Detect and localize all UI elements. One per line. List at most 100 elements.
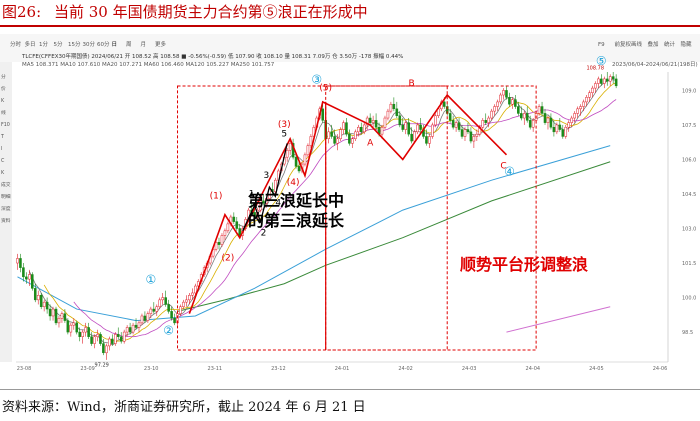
wave-label-11: B bbox=[409, 79, 415, 89]
candle-body bbox=[514, 99, 517, 107]
candle-body bbox=[185, 299, 188, 303]
candle-body bbox=[579, 106, 582, 110]
y-tick-7: 98.5 bbox=[682, 330, 693, 336]
candle-body bbox=[161, 297, 164, 301]
candle-body bbox=[543, 113, 547, 123]
elliott-wave-line bbox=[188, 93, 508, 314]
candle-body bbox=[93, 336, 96, 344]
candle-body bbox=[496, 101, 499, 107]
candle-body bbox=[220, 235, 224, 245]
bottom-rule bbox=[0, 389, 700, 390]
candle-body bbox=[214, 242, 218, 250]
period-tab-9: 月 bbox=[141, 41, 147, 48]
candle-body bbox=[576, 108, 579, 114]
candle-body bbox=[108, 338, 111, 347]
candle-body bbox=[368, 117, 372, 123]
third-wave-note-line2: 的第三浪延长 bbox=[248, 211, 345, 230]
candle-body bbox=[431, 124, 434, 137]
candle-body bbox=[235, 221, 239, 229]
candle-body bbox=[96, 334, 99, 337]
candle-body bbox=[386, 110, 390, 119]
ma250-line bbox=[506, 306, 611, 333]
period-tab-2: 1分 bbox=[39, 40, 48, 48]
candle-body bbox=[348, 133, 351, 144]
candle-body bbox=[116, 334, 120, 337]
period-tab-8: 周 bbox=[126, 41, 132, 48]
candle-body bbox=[253, 212, 256, 218]
candle-body bbox=[188, 295, 191, 301]
candle-body bbox=[567, 122, 571, 128]
left-tab-9: 成交 bbox=[1, 181, 11, 188]
candle-body bbox=[611, 76, 615, 80]
candle-body bbox=[395, 108, 399, 116]
candle-body bbox=[25, 276, 28, 280]
y-tick-5: 101.5 bbox=[682, 261, 696, 267]
candle-body bbox=[182, 301, 185, 308]
candle-body bbox=[122, 331, 126, 342]
candle-body bbox=[99, 334, 102, 344]
chart-container: 分时 多日 1分 5分 15分 30分 60分日周月更多 F9 前复权 画线 叠加 统计 隐藏 TLC… bbox=[0, 34, 700, 374]
candle-body bbox=[614, 78, 618, 87]
candle-body bbox=[469, 131, 473, 142]
candle-body bbox=[87, 327, 90, 337]
candle-body bbox=[558, 124, 562, 130]
candle-body bbox=[359, 126, 363, 133]
candle-body bbox=[416, 124, 419, 133]
candle-body bbox=[274, 179, 277, 192]
wave-label-8: 4 bbox=[275, 198, 281, 208]
candle-body bbox=[591, 87, 594, 93]
period-tab-1: 多日 bbox=[25, 40, 36, 48]
candle-body bbox=[602, 78, 606, 84]
candle-body bbox=[448, 113, 452, 121]
candle-body bbox=[487, 117, 490, 123]
candle-body bbox=[42, 301, 46, 308]
toolbar-item-0: F9 bbox=[598, 42, 605, 48]
left-tab-3: 线 bbox=[1, 109, 6, 116]
candle-body bbox=[413, 131, 416, 142]
candle-body bbox=[339, 129, 342, 139]
candle-body bbox=[345, 122, 348, 135]
candle-body bbox=[131, 324, 135, 333]
period-tab-3: 5分 bbox=[54, 40, 63, 48]
candle-body bbox=[525, 113, 529, 121]
candle-body bbox=[520, 113, 523, 119]
candle-body bbox=[404, 122, 408, 130]
candle-body bbox=[51, 308, 55, 317]
figure-title: 图26: 当前 30 年国债期货主力合约第⑤浪正在形成中 bbox=[0, 0, 700, 24]
x-tick-5: 24-01 bbox=[335, 366, 350, 372]
ma10-line bbox=[43, 82, 617, 342]
candle-body bbox=[389, 103, 393, 112]
candle-body bbox=[170, 311, 173, 319]
wave-frame-left bbox=[177, 85, 448, 351]
candle-body bbox=[194, 285, 197, 294]
candle-body bbox=[294, 156, 298, 167]
candle-body bbox=[111, 338, 114, 344]
circle-label-4: ⑤ bbox=[596, 54, 607, 68]
candle-body bbox=[238, 228, 242, 236]
candle-body bbox=[78, 331, 82, 337]
candle-body bbox=[540, 106, 544, 114]
candle-body bbox=[113, 334, 117, 344]
candle-body bbox=[463, 129, 467, 137]
candle-body bbox=[451, 120, 455, 128]
candle-body bbox=[84, 327, 87, 333]
wave-label-4: (5) bbox=[319, 83, 332, 93]
candle-body bbox=[306, 145, 310, 156]
candle-body bbox=[383, 117, 387, 128]
candle-body bbox=[137, 322, 141, 328]
candle-body bbox=[442, 101, 446, 107]
wave-label-6: 2 bbox=[261, 228, 267, 238]
x-tick-1: 23-09 bbox=[80, 366, 95, 372]
candle-body bbox=[19, 258, 22, 268]
circle-label-2: ③ bbox=[311, 73, 322, 87]
candle-body bbox=[531, 120, 535, 128]
candle-body bbox=[57, 318, 61, 324]
candle-body bbox=[351, 138, 354, 144]
candle-body bbox=[63, 313, 67, 321]
candle-body bbox=[146, 313, 150, 321]
left-tab-2: K bbox=[1, 98, 5, 104]
candle-body bbox=[549, 117, 553, 128]
candle-body bbox=[223, 230, 227, 236]
candle-body bbox=[407, 122, 410, 135]
wave-label-5: 1 bbox=[249, 189, 255, 199]
